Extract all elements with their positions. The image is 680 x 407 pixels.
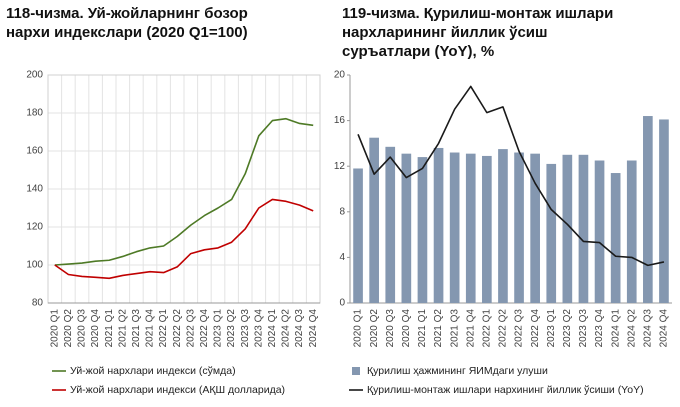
x-tick-label: 2021 Q2 bbox=[433, 309, 444, 348]
line bbox=[357, 85, 665, 267]
bar bbox=[369, 137, 379, 303]
x-tick-label: 2022 Q1 bbox=[158, 309, 169, 348]
y-tick-label: 12 bbox=[334, 161, 346, 172]
x-tick-label: 2023 Q4 bbox=[253, 309, 264, 348]
legend-label: Уй-жой нархлари индекси (АҚШ долларида) bbox=[70, 384, 285, 396]
bar bbox=[546, 163, 557, 303]
y-tick-label: 100 bbox=[26, 260, 43, 271]
x-tick-label: 2020 Q2 bbox=[63, 309, 74, 348]
x-tick-label: 2024 Q4 bbox=[308, 309, 319, 348]
bar bbox=[385, 146, 396, 303]
chart-title: суръатлари (YoY), % bbox=[342, 43, 494, 60]
bar bbox=[465, 153, 476, 303]
legend-label: Уй-жой нархлари индекси (сўмда) bbox=[70, 365, 236, 377]
x-tick-label: 2020 Q3 bbox=[385, 309, 396, 348]
x-tick-label: 2022 Q1 bbox=[481, 309, 492, 348]
bar bbox=[514, 152, 524, 303]
x-tick-label: 2021 Q1 bbox=[104, 309, 115, 348]
bar bbox=[482, 155, 492, 303]
y-tick-label: 200 bbox=[26, 70, 43, 81]
x-tick-label: 2020 Q4 bbox=[90, 309, 101, 348]
x-tick-label: 2021 Q3 bbox=[449, 309, 460, 348]
y-tick-label: 140 bbox=[26, 184, 43, 195]
x-tick-label: 2023 Q2 bbox=[562, 309, 573, 348]
x-tick-label: 2021 Q3 bbox=[131, 309, 142, 348]
x-tick-label: 2022 Q4 bbox=[530, 309, 541, 348]
bar bbox=[562, 154, 573, 303]
x-tick-label: 2023 Q3 bbox=[578, 309, 589, 348]
bar bbox=[626, 160, 637, 303]
bar bbox=[353, 168, 363, 303]
x-tick-label: 2022 Q3 bbox=[514, 309, 525, 348]
x-tick-label: 2022 Q3 bbox=[185, 309, 196, 348]
bar bbox=[578, 154, 589, 303]
x-tick-label: 2020 Q1 bbox=[353, 309, 364, 348]
y-tick-label: 8 bbox=[339, 206, 345, 217]
bar bbox=[449, 152, 460, 303]
x-tick-label: 2021 Q2 bbox=[117, 309, 128, 348]
line bbox=[54, 198, 314, 280]
y-tick-label: 16 bbox=[334, 115, 346, 126]
x-tick-label: 2023 Q4 bbox=[594, 309, 605, 348]
y-tick-label: 180 bbox=[26, 108, 43, 119]
x-tick-label: 2020 Q3 bbox=[77, 309, 88, 348]
bar bbox=[610, 173, 621, 303]
y-tick-label: 160 bbox=[26, 146, 43, 157]
chart-title: 119-чизма. Қурилиш-монтаж ишлари bbox=[342, 5, 613, 22]
x-tick-label: 2024 Q4 bbox=[659, 309, 670, 348]
x-tick-label: 2022 Q2 bbox=[172, 309, 183, 348]
bar bbox=[643, 116, 653, 303]
plot-frame bbox=[350, 75, 672, 303]
x-tick-label: 2024 Q1 bbox=[610, 309, 621, 348]
bar bbox=[594, 160, 605, 303]
x-tick-label: 2021 Q4 bbox=[465, 309, 476, 348]
y-tick-label: 0 bbox=[339, 298, 345, 309]
chart-title: 118-чизма. Уй-жойларнинг бозор bbox=[6, 5, 248, 22]
legend-label: Қурилиш-монтаж ишлари нархининг йиллик ў… bbox=[367, 384, 644, 396]
x-tick-label: 2020 Q2 bbox=[369, 309, 380, 348]
line bbox=[54, 117, 314, 266]
legend-swatch bbox=[352, 367, 360, 375]
x-tick-label: 2020 Q4 bbox=[401, 309, 412, 348]
bar bbox=[659, 119, 669, 304]
y-tick-label: 80 bbox=[32, 298, 44, 309]
x-tick-label: 2023 Q2 bbox=[226, 309, 237, 348]
x-tick-label: 2021 Q1 bbox=[417, 309, 428, 348]
y-tick-label: 120 bbox=[26, 222, 43, 233]
bar bbox=[417, 157, 428, 303]
chart-title: нархи индекслари (2020 Q1=100) bbox=[6, 24, 248, 41]
x-tick-label: 2022 Q2 bbox=[498, 309, 509, 348]
x-tick-label: 2024 Q2 bbox=[626, 309, 637, 348]
x-tick-label: 2021 Q4 bbox=[145, 309, 156, 348]
bar bbox=[530, 153, 540, 303]
x-tick-label: 2024 Q3 bbox=[294, 309, 305, 348]
x-tick-label: 2024 Q1 bbox=[267, 309, 278, 348]
bar bbox=[433, 147, 444, 303]
x-tick-label: 2023 Q1 bbox=[546, 309, 557, 348]
bar bbox=[401, 153, 412, 303]
x-tick-label: 2024 Q2 bbox=[281, 309, 292, 348]
x-tick-label: 2023 Q3 bbox=[240, 309, 251, 348]
x-tick-label: 2024 Q3 bbox=[642, 309, 653, 348]
y-tick-label: 4 bbox=[339, 252, 345, 263]
legend-label: Қурилиш ҳажмининг ЯИМдаги улуши bbox=[367, 365, 548, 377]
x-tick-label: 2020 Q1 bbox=[49, 309, 60, 348]
y-tick-label: 20 bbox=[334, 70, 346, 81]
x-tick-label: 2023 Q1 bbox=[213, 309, 224, 348]
x-tick-label: 2022 Q4 bbox=[199, 309, 210, 348]
chart-title: нархларининг йиллик ўсиш bbox=[342, 24, 548, 41]
bar bbox=[498, 149, 508, 303]
